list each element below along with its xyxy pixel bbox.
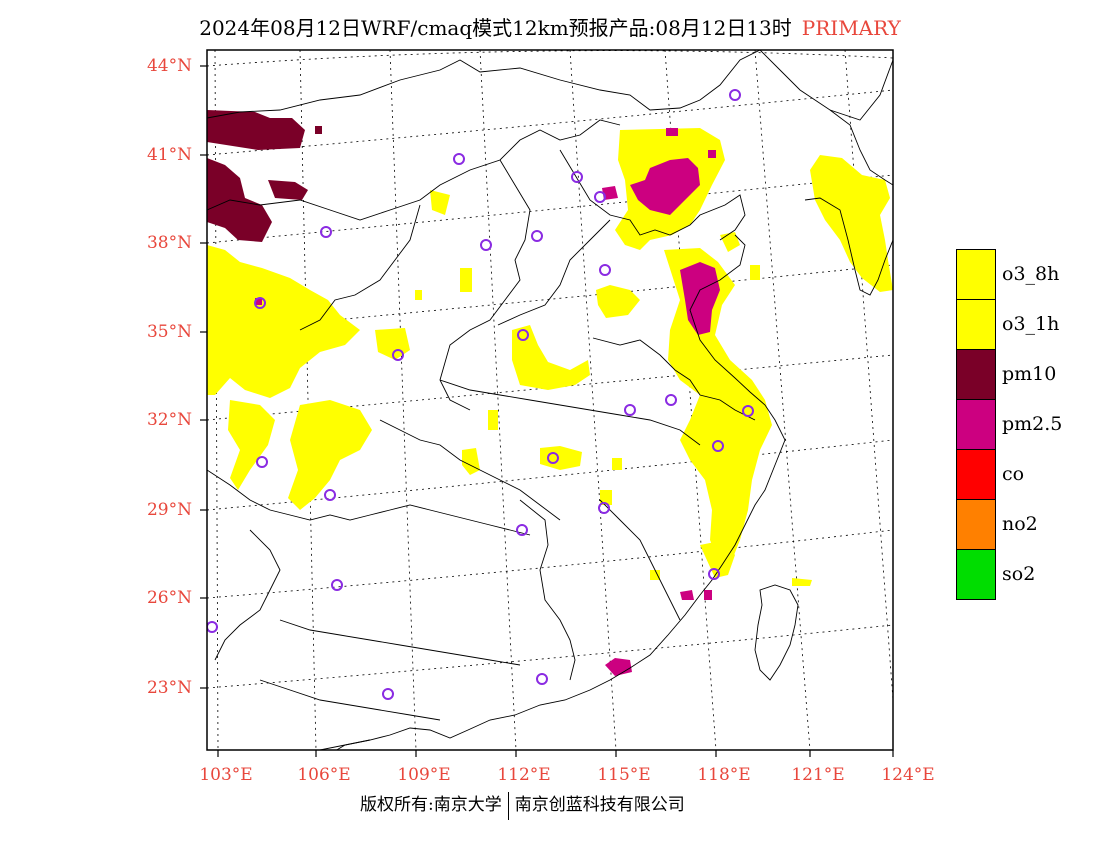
lon-label-118: 118°E bbox=[697, 765, 751, 785]
legend-swatch bbox=[956, 549, 996, 600]
lat-label-29: 29°N bbox=[146, 500, 192, 520]
lon-label-103: 103°E bbox=[199, 765, 253, 785]
legend-swatch bbox=[956, 349, 996, 400]
o3-areas bbox=[207, 128, 893, 586]
lon-label-124: 124°E bbox=[881, 765, 935, 785]
legend-swatch bbox=[956, 299, 996, 350]
legend-label: o3_8h bbox=[1002, 263, 1060, 285]
lat-label-41: 41°N bbox=[146, 145, 192, 165]
legend-label: o3_1h bbox=[1002, 313, 1060, 335]
title-primary-tag: PRIMARY bbox=[801, 16, 901, 40]
lat-label-38: 38°N bbox=[146, 233, 192, 253]
lat-label-32: 32°N bbox=[146, 410, 192, 430]
footer-company: 南京创蓝科技有限公司 bbox=[514, 795, 685, 815]
footer-copyright: 版权所有:南京大学 bbox=[360, 795, 502, 815]
boundaries bbox=[207, 50, 893, 750]
lon-label-106: 106°E bbox=[297, 765, 351, 785]
legend-swatch bbox=[956, 399, 996, 450]
axis-ticks bbox=[200, 65, 894, 757]
pm10-areas bbox=[207, 110, 322, 242]
legend-swatch bbox=[956, 499, 996, 550]
lat-label-26: 26°N bbox=[146, 588, 192, 608]
map-frame bbox=[206, 49, 894, 751]
legend-label: pm10 bbox=[1002, 363, 1057, 385]
title-text: 2024年08月12日WRF/cmaq模式12km预报产品:08月12日13时 bbox=[199, 16, 792, 40]
legend-swatch bbox=[956, 449, 996, 500]
legend-swatch bbox=[956, 249, 996, 300]
lat-label-35: 35°N bbox=[146, 322, 192, 342]
lon-label-109: 109°E bbox=[397, 765, 451, 785]
lon-label-121: 121°E bbox=[791, 765, 845, 785]
lat-label-44: 44°N bbox=[146, 56, 192, 76]
pm25-areas bbox=[255, 128, 720, 676]
legend-label: pm2.5 bbox=[1002, 413, 1063, 435]
lon-label-115: 115°E bbox=[597, 765, 651, 785]
copyright-footer: 版权所有:南京大学 南京创蓝科技有限公司 bbox=[360, 790, 685, 820]
footer-separator bbox=[507, 791, 509, 820]
legend-label: no2 bbox=[1002, 513, 1038, 535]
lat-label-23: 23°N bbox=[146, 678, 192, 698]
map-title: 2024年08月12日WRF/cmaq模式12km预报产品:08月12日13时 P… bbox=[0, 12, 1100, 41]
legend-label: co bbox=[1002, 463, 1025, 485]
lon-label-112: 112°E bbox=[497, 765, 551, 785]
legend-label: so2 bbox=[1002, 563, 1036, 585]
station-markers bbox=[207, 89, 754, 700]
